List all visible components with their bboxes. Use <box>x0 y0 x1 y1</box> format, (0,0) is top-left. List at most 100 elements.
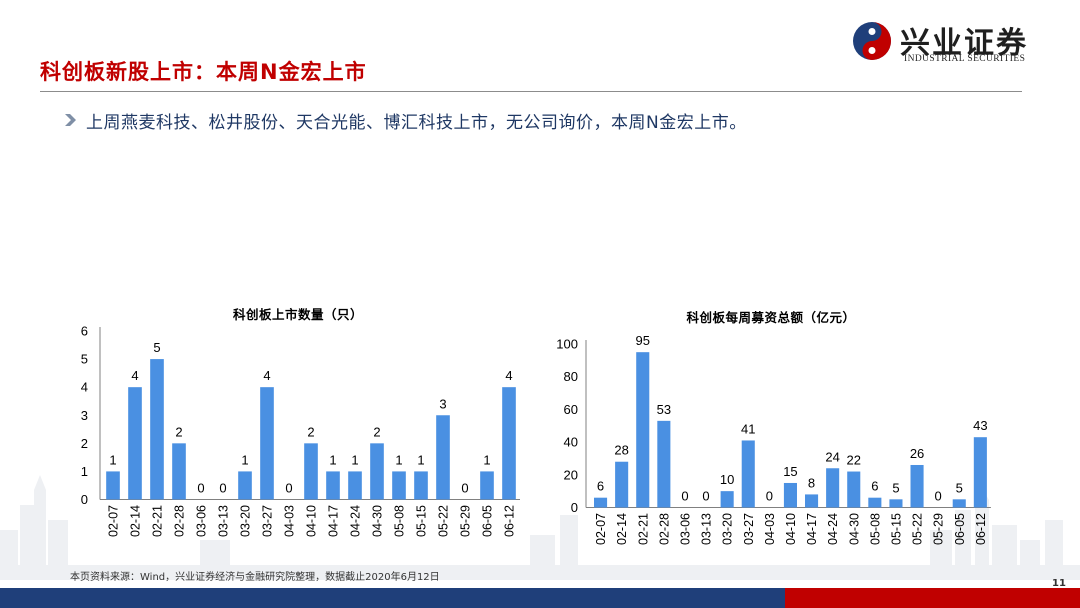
chart-2-x-tick-label: 04-24 <box>826 513 840 545</box>
chart-1-data-label: 0 <box>285 481 292 496</box>
chart-2-data-label: 95 <box>636 333 650 348</box>
chart-1-bar <box>414 471 428 500</box>
chart-1-x-tick-label: 04-24 <box>349 505 363 537</box>
chart-2-x-tick-label: 03-20 <box>721 513 735 545</box>
city-skyline-background <box>0 475 1080 580</box>
chart-1-title: 科创板上市数量（只） <box>232 307 364 322</box>
chart-1-x-tick-label: 04-10 <box>305 505 319 537</box>
chart-2-data-label: 8 <box>808 475 815 490</box>
source-note: 本页资料来源：Wind，兴业证券经济与金融研究院整理，数据截止2020年6月12… <box>70 572 440 583</box>
chart-1-data-label: 0 <box>461 481 468 496</box>
chart-1-bar <box>260 387 274 500</box>
chart-1-bar <box>326 471 340 500</box>
chart-1-x-tick-label: 05-15 <box>415 505 429 537</box>
summary-bullet: 上周燕麦科技、松井股份、天合光能、博汇科技上市，无公司询价，本周N金宏上市。 <box>86 113 747 133</box>
chart-2-data-label: 0 <box>681 489 688 504</box>
chart-1-data-label: 1 <box>241 452 248 467</box>
chart-1-data-label: 2 <box>373 424 380 439</box>
chart-2-data-label: 6 <box>597 479 604 494</box>
chart-1-bar <box>304 443 318 500</box>
chart-2-y-tick-label: 0 <box>571 500 578 515</box>
chart-2-data-label: 41 <box>741 421 755 436</box>
chart-2-bar <box>594 497 608 508</box>
chart-2-data-label: 5 <box>892 480 899 495</box>
footer-bar-red <box>785 588 1080 608</box>
chart-2-data-label: 15 <box>783 464 797 479</box>
chart-1-data-label: 1 <box>329 452 336 467</box>
page-title: 科创板新股上市：本周N金宏上市 <box>40 60 367 84</box>
chart-1-data-label: 2 <box>307 424 314 439</box>
chart-1-data-label: 2 <box>175 424 182 439</box>
chart-1-data-label: 1 <box>395 452 402 467</box>
chart-1-x-tick-label: 03-20 <box>239 505 253 537</box>
chart-2-bar <box>741 440 755 508</box>
chart-2-y-tick-label: 80 <box>564 369 578 384</box>
chart-1-x-tick-label: 04-17 <box>327 505 341 537</box>
chart-1-data-label: 1 <box>483 452 490 467</box>
chart-1-bar <box>238 471 252 500</box>
chart-1-x-tick-label: 06-05 <box>481 505 495 537</box>
page-number: 11 <box>1052 578 1066 589</box>
chart-1-data-label: 1 <box>109 452 116 467</box>
chart-2-x-tick-label: 06-12 <box>974 513 988 545</box>
chart-1-bar <box>370 443 384 500</box>
chart-1-bar <box>172 443 186 500</box>
logo-english-name: INDUSTRIAL SECURITIES <box>904 54 1026 64</box>
chart-1-bar <box>392 471 406 500</box>
logo-name: 兴业证券 <box>900 26 1028 61</box>
chart-2-x-tick-label: 02-28 <box>657 513 671 545</box>
chart-1-x-tick-label: 04-03 <box>283 505 297 537</box>
chart-1-x-tick-label: 03-06 <box>195 505 209 537</box>
chart-1-y-tick-label: 3 <box>81 408 88 423</box>
chart-2-x-tick-label: 04-30 <box>847 513 861 545</box>
chart-2-data-label: 24 <box>825 449 839 464</box>
chart-1-y-tick-label: 0 <box>81 492 88 507</box>
chart-2-bar <box>889 499 903 508</box>
chart-2-x-tick-label: 05-29 <box>932 513 946 545</box>
chart-2-data-label: 43 <box>973 418 987 433</box>
chevron-right-icon <box>65 114 76 126</box>
chart-2-bar <box>783 482 797 508</box>
chart-2-x-tick-label: 03-27 <box>742 513 756 545</box>
chart-1-data-label: 4 <box>131 368 138 383</box>
chart-2-bar <box>847 471 861 508</box>
chart-1-x-tick-label: 02-14 <box>129 505 143 537</box>
chart-1-data-label: 1 <box>417 452 424 467</box>
chart-1-x-tick-label: 03-13 <box>217 505 231 537</box>
chart-2-data-label: 0 <box>766 489 773 504</box>
chart-2-data-label: 53 <box>657 402 671 417</box>
chart-1-bar <box>106 471 120 500</box>
chart-1-data-label: 4 <box>263 368 270 383</box>
chart-1-x-tick-label: 02-07 <box>107 505 121 537</box>
chart-1-y-tick-label: 4 <box>81 380 88 395</box>
chart-2-data-label: 0 <box>935 489 942 504</box>
chart-2-x-tick-label: 03-06 <box>678 513 692 545</box>
footer-bar-blue <box>0 588 785 608</box>
chart-2-y-tick-label: 40 <box>564 435 578 450</box>
chart-2-bar <box>952 499 966 508</box>
chart-1-x-tick-label: 05-22 <box>437 505 451 537</box>
chart-2-x-tick-label: 04-17 <box>805 513 819 545</box>
chart-1-x-tick-label: 02-28 <box>173 505 187 537</box>
chart-2-data-label: 0 <box>702 489 709 504</box>
chart-1-data-label: 0 <box>219 481 226 496</box>
chart-1-bar <box>502 387 516 500</box>
chart-2-x-tick-label: 02-07 <box>594 513 608 545</box>
chart-1-y-tick-label: 6 <box>81 324 88 339</box>
chart-1-data-label: 5 <box>153 340 160 355</box>
chart-1-bar <box>150 359 164 500</box>
chart-2-bar <box>720 491 734 508</box>
chart-2-y-tick-label: 100 <box>556 337 578 352</box>
chart-2-x-tick-label: 02-14 <box>615 513 629 545</box>
chart-2-title: 科创板每周募资总额（亿元） <box>686 310 856 325</box>
chart-1-x-tick-label: 02-21 <box>151 505 165 537</box>
chart-2-x-tick-label: 04-10 <box>784 513 798 545</box>
chart-2-bar <box>636 352 650 508</box>
chart-2-bar <box>868 497 882 508</box>
chart-1-data-label: 1 <box>351 452 358 467</box>
chart-2-bar <box>657 420 671 508</box>
chart-1-y-tick-label: 2 <box>81 436 88 451</box>
chart-1-x-tick-label: 03-27 <box>261 505 275 537</box>
chart-1-bar <box>128 387 142 500</box>
chart-2-data-label: 10 <box>720 472 734 487</box>
